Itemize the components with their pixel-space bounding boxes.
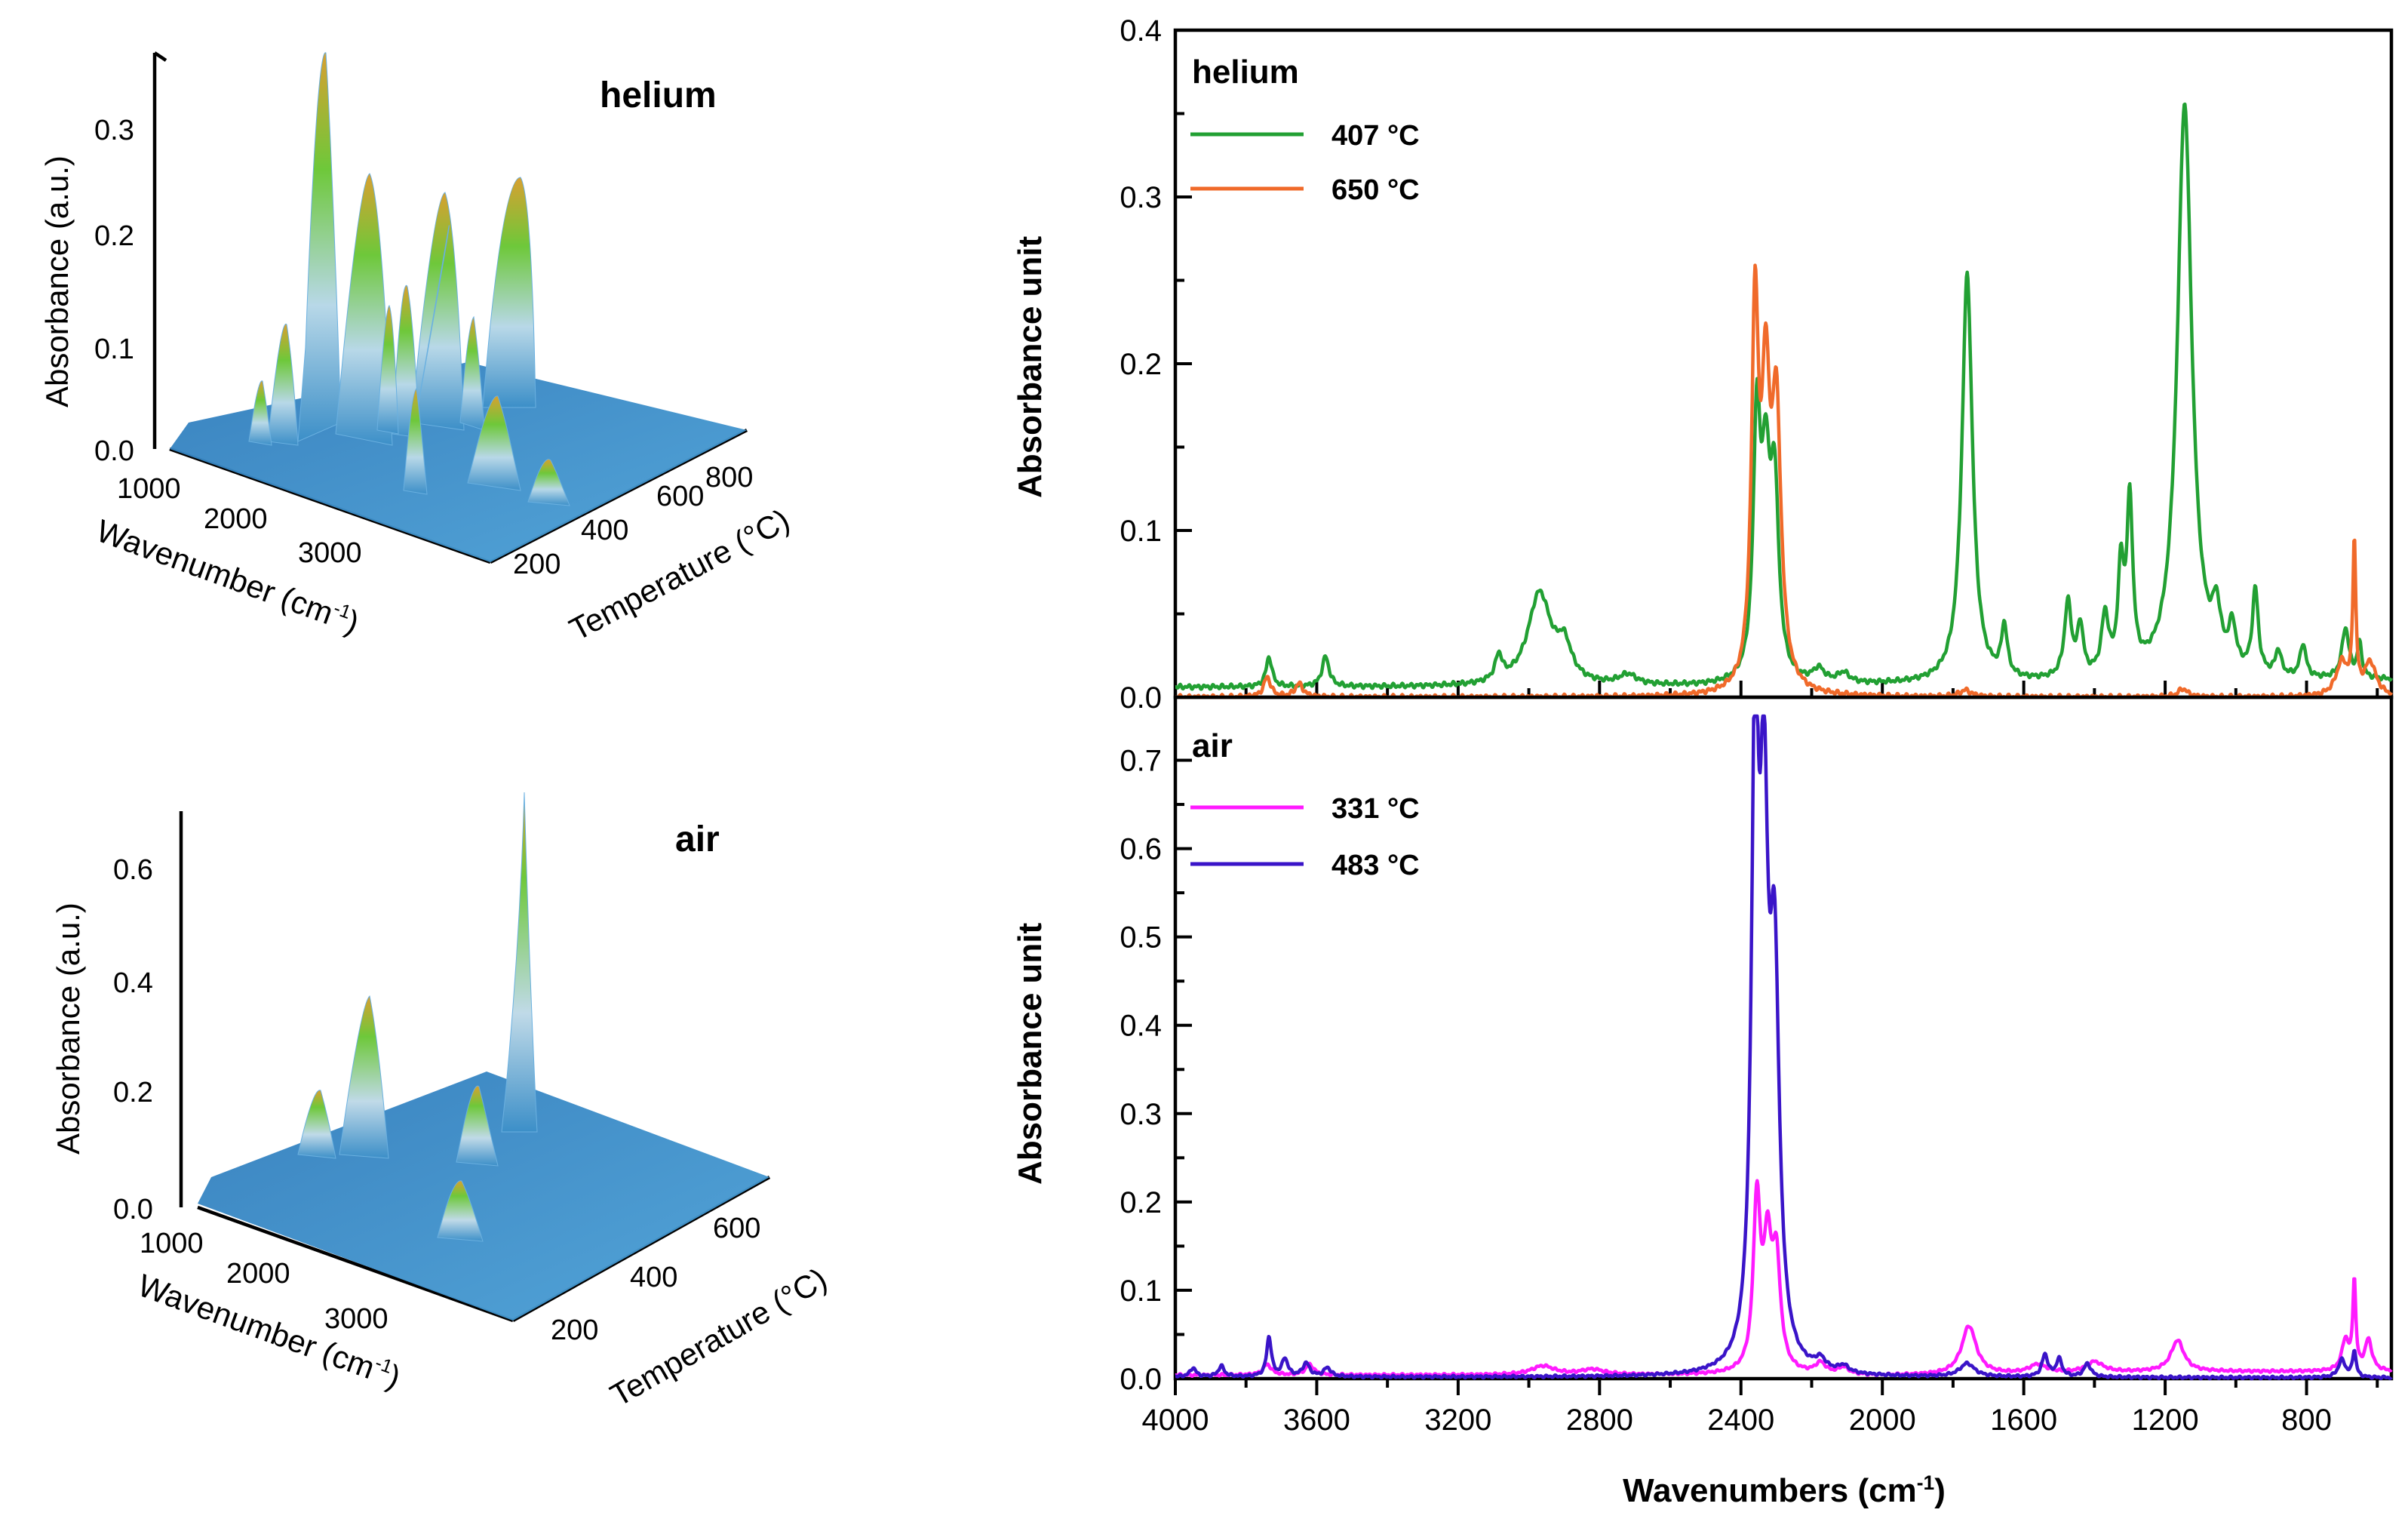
y-tick-label: 0.7 — [1120, 745, 1162, 778]
x-tick-label: 2800 — [1566, 1404, 1633, 1437]
spectra-he-legend: 407 °C 650 °C — [1190, 120, 1420, 206]
spectra-air-legend: 331 °C 483 °C — [1190, 793, 1420, 881]
surface-air-peak-1 — [339, 995, 389, 1159]
x-tick-label: 3200 — [1424, 1404, 1491, 1437]
surface-air-z-tick: 0.2 — [113, 1077, 153, 1108]
legend-label-483: 483 °C — [1331, 850, 1420, 881]
surface-he-peak-8 — [267, 323, 299, 446]
surface-he-y-tick: 600 — [656, 481, 704, 512]
series-line-483C — [1174, 714, 2393, 1381]
legend-label-331: 331 °C — [1331, 793, 1420, 825]
surface-air-peak-2 — [297, 1090, 336, 1159]
x-tick-label: 4000 — [1142, 1404, 1209, 1437]
surface-he-floor-back — [153, 51, 167, 62]
spectra-air-x-ticks: 4000 3600 3200 2800 2400 2000 1600 1200 800 — [1142, 1379, 2379, 1437]
spectra-air-title: air — [1192, 727, 1233, 764]
surface-air-z-tick: 0.0 — [113, 1194, 153, 1225]
y-tick-label: 0.2 — [1120, 1186, 1162, 1219]
surface-he-peak-1 — [297, 52, 342, 442]
y-tick-label: 0.3 — [1120, 1098, 1162, 1131]
x-tick-label: 800 — [2281, 1404, 2332, 1437]
spectra-plot-helium: 0.0 0.1 0.2 0.3 0.4 Absorbance unit helium 4… — [1012, 14, 2394, 715]
y-tick-label: 0.2 — [1120, 348, 1162, 381]
x-tick-label: 1200 — [2132, 1404, 2199, 1437]
x-tick-label: 2400 — [1707, 1404, 1774, 1437]
surface-air-peak-4 — [456, 1085, 499, 1167]
surface-he-z-tick: 0.0 — [94, 435, 134, 467]
surface-he-peak-3 — [410, 192, 465, 431]
spectra-he-y-ticks: 0.0 0.1 0.2 0.3 0.4 — [1120, 14, 1192, 715]
surface-he-peak-6 — [376, 305, 399, 435]
surface-air-peak-3 — [501, 792, 538, 1133]
spectra-he-y-label: Absorbance unit — [1012, 236, 1049, 498]
spectra-air-lines — [1174, 714, 2393, 1381]
spectra-air-x-label: Wavenumbers (cm-1) — [1623, 1471, 1946, 1509]
spectra-he-title: helium — [1192, 54, 1299, 91]
surface-air-x-ticks: 1000 2000 3000 — [140, 1228, 389, 1335]
y-tick-label: 0.0 — [1120, 1363, 1162, 1396]
surface-air-z-ticks: 0.0 0.2 0.4 0.6 — [113, 854, 153, 1225]
surface-air-x-tick: 2000 — [226, 1258, 290, 1290]
surface-air-y-tick: 400 — [630, 1262, 677, 1293]
y-tick-label: 0.1 — [1120, 1274, 1162, 1308]
surface-he-peak-4 — [482, 177, 536, 408]
surface-he-y-tick: 200 — [513, 549, 561, 580]
surface-air-peaks — [297, 792, 538, 1242]
spectra-air-y-ticks: 0.0 0.1 0.2 0.3 0.4 0.5 0.6 0.7 — [1120, 745, 1192, 1396]
surface-he-z-label: Absorbance (a.u.) — [39, 155, 75, 407]
surface-he-peak-9 — [248, 380, 272, 446]
surface-air-x-tick: 1000 — [140, 1228, 204, 1259]
y-tick-label: 0.4 — [1120, 1010, 1162, 1043]
surface-he-x-tick: 3000 — [298, 537, 362, 569]
surface-air-y-tick: 600 — [713, 1213, 760, 1244]
surface-he-peak-7 — [410, 225, 450, 446]
series-line-407C — [1174, 102, 2394, 691]
surface-air-y-tick: 200 — [551, 1314, 598, 1346]
x-tick-label: 3600 — [1283, 1404, 1350, 1437]
surface-plot-air: 0.0 0.2 0.4 0.6 1000 2000 3000 200 400 6… — [51, 792, 833, 1413]
x-tick-label: 1600 — [1990, 1404, 2057, 1437]
surface-air-peak-5 — [437, 1180, 484, 1242]
surface-he-peaks — [248, 52, 570, 506]
surface-air-z-label: Absorbance (a.u.) — [51, 902, 86, 1155]
surface-he-x-tick: 1000 — [117, 473, 181, 505]
surface-air-z-tick: 0.6 — [113, 854, 153, 886]
spectra-air-frame — [1173, 695, 2394, 1381]
surface-air-title: air — [675, 819, 720, 859]
x-tick-label: 2000 — [1849, 1404, 1916, 1437]
surface-air-x-tick: 3000 — [324, 1303, 389, 1335]
surface-he-z-ticks: 0.0 0.1 0.2 0.3 — [94, 115, 134, 467]
surface-he-peak-11 — [467, 395, 521, 491]
y-tick-label: 0.3 — [1120, 181, 1162, 214]
surface-he-peak-5 — [392, 284, 420, 438]
surface-he-z-tick: 0.2 — [94, 220, 134, 252]
surface-he-peak-12 — [527, 459, 570, 506]
legend-label-407: 407 °C — [1331, 120, 1420, 152]
surface-he-title: helium — [600, 75, 717, 115]
spectra-air-y-label: Absorbance unit — [1012, 923, 1049, 1185]
surface-he-peak-13 — [403, 388, 428, 495]
surface-he-y-tick: 400 — [581, 515, 628, 546]
y-tick-label: 0.1 — [1120, 515, 1162, 548]
legend-label-650: 650 °C — [1331, 174, 1420, 206]
surface-plot-helium: 0.0 0.1 0.2 0.3 1000 2000 3000 200 400 6… — [39, 51, 795, 647]
surface-air-y-ticks: 200 400 600 — [551, 1213, 760, 1346]
y-tick-label: 0.6 — [1120, 833, 1162, 866]
surface-he-z-tick: 0.1 — [94, 334, 134, 365]
y-tick-label: 0.0 — [1120, 681, 1162, 715]
spectra-plot-air: 0.0 0.1 0.2 0.3 0.4 0.5 0.6 0.7 4000 3600 3200 280… — [1012, 695, 2394, 1509]
surface-air-x-axis — [197, 1205, 514, 1323]
y-tick-label: 0.4 — [1120, 14, 1162, 48]
surface-he-y-tick: 800 — [705, 462, 753, 493]
surface-air-z-tick: 0.4 — [113, 967, 153, 999]
surface-he-x-tick: 2000 — [204, 503, 268, 535]
surface-he-x-ticks: 1000 2000 3000 — [117, 473, 362, 569]
surface-air-floor — [198, 1072, 769, 1321]
y-tick-label: 0.5 — [1120, 921, 1162, 955]
surface-he-z-tick: 0.3 — [94, 115, 134, 146]
surface-he-y-ticks: 200 400 600 800 — [513, 462, 753, 580]
surface-he-peak-10 — [459, 315, 485, 431]
